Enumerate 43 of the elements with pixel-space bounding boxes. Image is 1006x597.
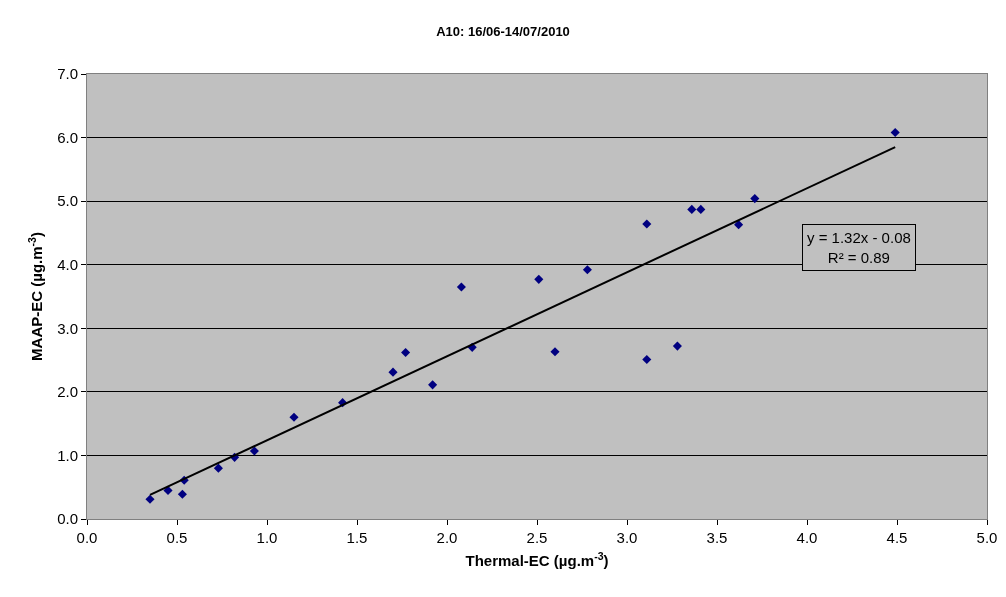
point <box>177 489 187 499</box>
point <box>550 347 560 357</box>
point <box>696 204 706 214</box>
x-tick-label: 1.0 <box>256 529 278 546</box>
y-tick-label: 1.0 <box>57 446 78 464</box>
x-tick-label: 4.0 <box>796 529 818 546</box>
point <box>890 127 900 138</box>
y-tick-label: 7.0 <box>57 65 78 83</box>
x-tick-label: 1.5 <box>346 529 368 546</box>
y-tick-label: 5.0 <box>57 192 78 210</box>
point <box>534 274 544 284</box>
point <box>734 220 744 230</box>
point <box>582 265 592 275</box>
x-tick-label: 3.5 <box>706 529 728 546</box>
point <box>687 204 697 214</box>
point <box>401 347 411 357</box>
annotation: R² = 0.89 <box>827 248 890 266</box>
point <box>428 380 438 390</box>
point <box>750 194 760 204</box>
point <box>145 494 155 504</box>
point <box>672 341 682 351</box>
x-tick-label: 2.5 <box>526 529 548 546</box>
x-tick-label: 0.0 <box>76 529 98 546</box>
y-tick-label: 3.0 <box>57 319 78 337</box>
annotation: y = 1.32x - 0.08 <box>807 229 911 246</box>
y-tick-label: 2.0 <box>57 383 78 401</box>
point <box>456 282 466 292</box>
x-tick-label: 0.5 <box>166 529 188 546</box>
x-tick-label: 3.0 <box>616 529 638 546</box>
point <box>642 354 652 364</box>
x-tick-label: 5.0 <box>976 529 998 546</box>
point <box>642 219 652 229</box>
x-tick-label: 2.0 <box>436 529 458 546</box>
x-tick-label: 4.5 <box>886 529 908 546</box>
y-tick-label: 0.0 <box>57 510 78 528</box>
point <box>249 446 259 456</box>
y-tick-label: 4.0 <box>57 255 78 273</box>
x-axis-title: Thermal-EC (µg.m$^{-3}$) <box>465 549 609 569</box>
point <box>213 463 223 473</box>
point <box>289 412 299 422</box>
chart-title: A10: 16/06-14/07/2010 <box>436 23 570 39</box>
point <box>388 367 398 377</box>
y-tick-label: 6.0 <box>57 128 78 146</box>
